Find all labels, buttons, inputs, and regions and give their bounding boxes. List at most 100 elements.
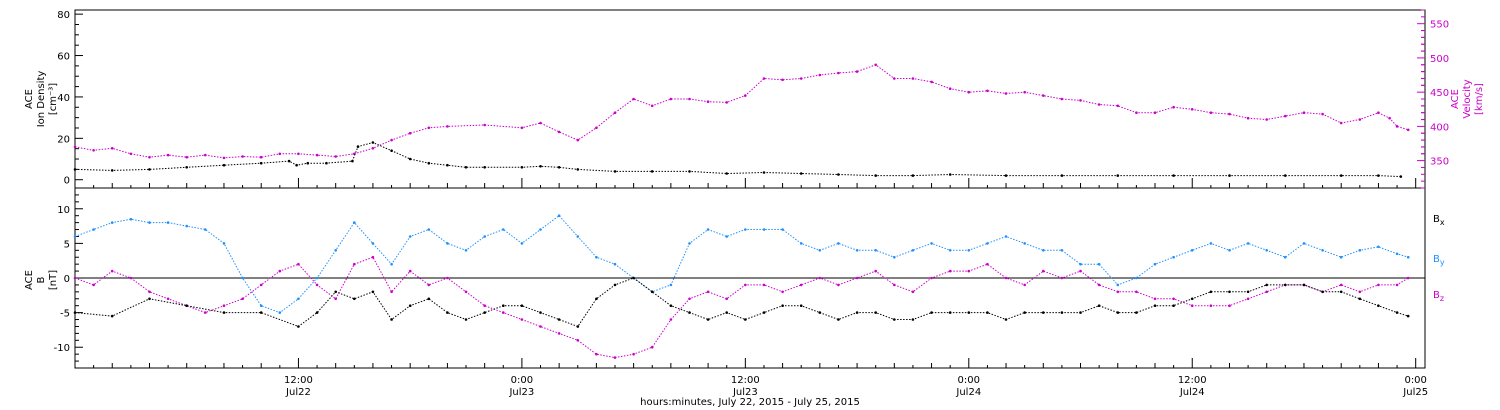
- time-axis-ticks: 12:00Jul220:00Jul2312:00Jul230:00Jul2412…: [93, 178, 1428, 398]
- density-series-point: [911, 174, 915, 177]
- b-ytick-label: 0: [64, 274, 70, 285]
- bx-series: [73, 276, 1410, 328]
- bx-series-point: [1172, 304, 1175, 308]
- velocity-series-point: [1284, 114, 1287, 118]
- x-tick-date: Jul23: [732, 387, 758, 398]
- bottom-left-ylabel-line3: [nT]: [48, 270, 59, 290]
- density-series-point: [483, 166, 487, 169]
- top-right-ylabel-line2: Velocity: [1462, 79, 1473, 118]
- top-panel-series: [73, 63, 1410, 178]
- left-ytick-label: 0: [64, 176, 70, 187]
- bx-series-trace: [74, 277, 1409, 328]
- bz-series-point: [762, 283, 766, 287]
- x-tick-time: 12:00: [731, 375, 760, 386]
- x-tick-time: 12:00: [284, 375, 313, 386]
- by-series-point: [129, 217, 133, 221]
- velocity-series-point: [446, 125, 449, 128]
- velocity-series-point: [1060, 97, 1064, 101]
- top-left-ylabel: ACE Ion Density [cm⁻³]: [24, 71, 59, 128]
- bottom-left-ylabel-line2: B: [36, 276, 47, 283]
- left-ytick-label: 40: [57, 93, 70, 104]
- density-series-point: [725, 172, 728, 175]
- right-ytick-label: 550: [1430, 20, 1449, 31]
- x-tick-date: Jul24: [955, 387, 981, 398]
- by-series-point: [874, 249, 877, 252]
- density-series-point: [1172, 174, 1175, 177]
- b-ytick-label: -5: [60, 309, 70, 320]
- top-right-ylabel-line3: [km/s]: [1474, 83, 1485, 115]
- velocity-series-point: [259, 155, 263, 159]
- bz-series: [73, 255, 1410, 359]
- bottom-left-ylabel: ACE B [nT]: [24, 270, 59, 290]
- right-ytick-label: 450: [1430, 88, 1449, 99]
- top-left-ylabel-line1: ACE: [24, 89, 35, 109]
- density-series: [73, 141, 1403, 178]
- x-tick-time: 12:00: [1178, 375, 1207, 386]
- bx-series-point: [1321, 290, 1324, 294]
- x-tick-time: 0:00: [1404, 375, 1426, 386]
- velocity-series-point: [1153, 111, 1157, 114]
- density-series-point: [1004, 174, 1008, 177]
- velocity-series-trace: [74, 64, 1409, 159]
- velocity-series-point: [669, 97, 673, 101]
- x-tick-date: Jul25: [1402, 387, 1428, 398]
- legend-bz: Bz: [1433, 290, 1444, 303]
- density-series-trace: [74, 141, 1401, 178]
- bottom-panel-series: [73, 214, 1410, 359]
- by-series: [73, 214, 1410, 314]
- density-series-point: [557, 166, 561, 169]
- x-tick-date: Jul22: [285, 387, 311, 398]
- velocity-series-point: [781, 78, 784, 82]
- bx-series-point: [1209, 290, 1213, 294]
- velocity-series-point: [837, 71, 840, 75]
- bz-series-point: [1135, 290, 1138, 294]
- bz-series-point: [948, 269, 952, 273]
- x-axis-title: hours:minutes, July 22, 2015 - July 25, …: [640, 397, 860, 408]
- density-series-point: [539, 165, 542, 168]
- bx-series-point: [520, 304, 524, 308]
- velocity-series-point: [725, 101, 728, 104]
- by-series-point: [204, 228, 207, 231]
- left-ytick-label: 20: [57, 134, 70, 145]
- bx-series-point: [986, 311, 989, 314]
- density-series-point: [222, 163, 226, 167]
- top-right-ylabel-line1: ACE: [1450, 89, 1461, 109]
- density-series-point: [446, 163, 449, 167]
- velocity-series-point: [241, 155, 244, 158]
- by-series-trace: [74, 215, 1409, 314]
- x-tick-time: 0:00: [958, 375, 980, 386]
- x-tick-date: Jul23: [508, 387, 534, 398]
- velocity-series-point: [185, 155, 188, 159]
- top-panel-frame: [74, 9, 1426, 189]
- left-ytick-label: 80: [57, 10, 70, 21]
- x-tick-time: 0:00: [511, 375, 533, 386]
- bz-series-point: [1228, 304, 1231, 308]
- bx-series-point: [1042, 311, 1045, 314]
- velocity-series-point: [1209, 111, 1213, 114]
- top-left-ylabel-line3: [cm⁻³]: [48, 83, 59, 115]
- density-series-point: [837, 173, 840, 176]
- top-left-ylabel-line2: Ion Density: [36, 71, 47, 128]
- velocity-series: [73, 63, 1410, 160]
- bz-series-trace: [74, 256, 1409, 359]
- b-ytick-label: 5: [64, 239, 70, 250]
- bottom-panel-ticks: -10 -5 0 5 10: [54, 194, 1425, 362]
- right-ytick-label: 350: [1430, 157, 1449, 168]
- velocity-series-point: [110, 147, 114, 150]
- x-tick-date: Jul24: [1179, 387, 1205, 398]
- density-series-point: [650, 170, 654, 173]
- density-series-point: [1339, 174, 1343, 177]
- density-series-point: [1284, 174, 1287, 177]
- velocity-series-point: [986, 89, 989, 93]
- left-ytick-label: 60: [57, 52, 70, 63]
- legend-by: By: [1433, 254, 1445, 267]
- bottom-left-ylabel-line1: ACE: [24, 270, 35, 290]
- right-ytick-label: 400: [1430, 122, 1449, 133]
- velocity-series-point: [315, 153, 319, 157]
- top-right-ylabel: ACE Velocity [km/s]: [1450, 79, 1485, 118]
- bx-series-point: [1406, 314, 1410, 318]
- velocity-series-point: [930, 80, 933, 84]
- velocity-series-point: [1042, 94, 1045, 97]
- density-series-point: [148, 168, 151, 171]
